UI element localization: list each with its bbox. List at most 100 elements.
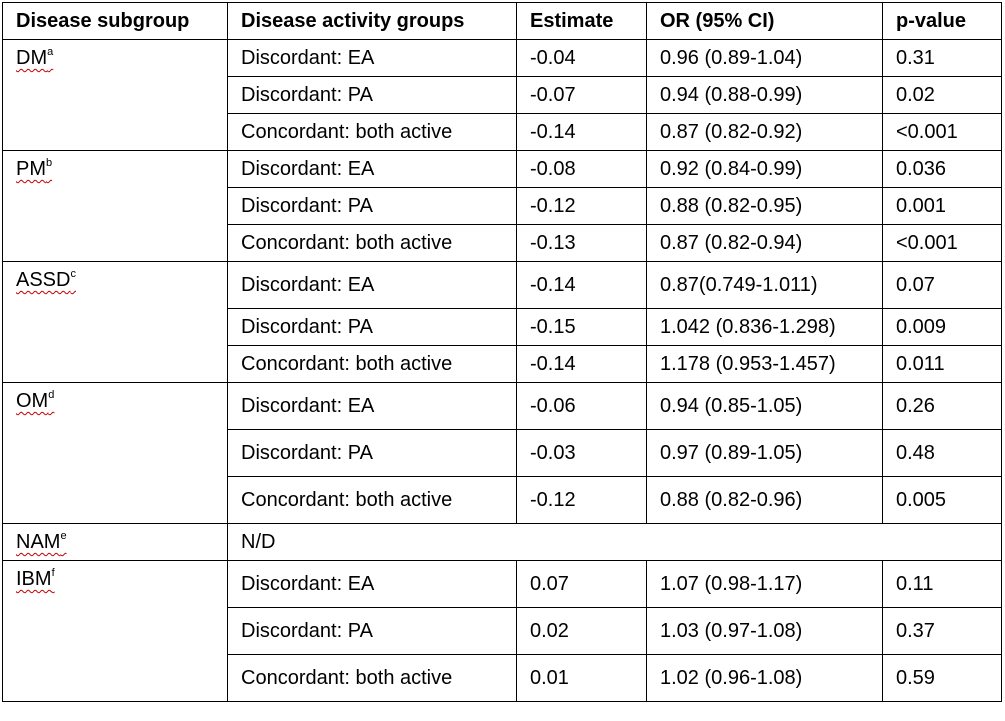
header-cell: Estimate bbox=[516, 2, 647, 40]
or-ci-cell: 0.87 (0.82-0.92) bbox=[646, 113, 883, 151]
footnote-marker: b bbox=[46, 157, 53, 169]
estimate-cell: -0.13 bbox=[516, 224, 647, 262]
estimate-cell: -0.14 bbox=[516, 113, 647, 151]
estimate-cell: -0.12 bbox=[516, 187, 647, 225]
p-value-cell: 0.011 bbox=[882, 345, 1002, 383]
table-row: ASSDc Discordant: EA -0.14 0.87(0.749-1.011… bbox=[2, 261, 1002, 383]
p-value-cell: 0.07 bbox=[882, 261, 1002, 309]
p-value-cell: 0.31 bbox=[882, 39, 1002, 77]
or-ci-cell: 0.94 (0.88-0.99) bbox=[646, 76, 883, 114]
table-row: IBMf Discordant: EA 0.07 1.07 (0.98-1.17) 0.… bbox=[2, 560, 1002, 702]
activity-group-cell: Discordant: EA bbox=[227, 39, 517, 77]
table-row: Concordant: both active -0.14 0.87 (0.82-0… bbox=[3, 113, 1002, 151]
or-ci-cell: 0.92 (0.84-0.99) bbox=[646, 150, 883, 188]
estimate-cell: -0.12 bbox=[516, 476, 647, 524]
table-row: PMb Discordant: EA -0.08 0.92 (0.84-0.99) 0.… bbox=[2, 150, 1002, 262]
table-row: DMa Discordant: EA -0.04 0.96 (0.89-1.04) 0.… bbox=[2, 39, 1002, 151]
activity-group-cell: Discordant: EA bbox=[227, 150, 517, 188]
header-cell: OR (95% CI) bbox=[646, 2, 883, 40]
p-value-cell: 0.59 bbox=[882, 654, 1002, 702]
activity-group-cell: Discordant: PA bbox=[227, 607, 517, 655]
disease-subgroup-cell: PMb bbox=[2, 150, 228, 262]
or-ci-cell: 1.02 (0.96-1.08) bbox=[646, 654, 883, 702]
p-value-cell: 0.37 bbox=[882, 607, 1002, 655]
or-ci-cell: 0.96 (0.89-1.04) bbox=[646, 39, 883, 77]
header-row: Disease subgroup Disease activity groups… bbox=[2, 2, 1002, 40]
table-row: Concordant: both active 0.01 1.02 (0.96-1.… bbox=[3, 654, 1002, 702]
or-ci-cell: 1.178 (0.953-1.457) bbox=[646, 345, 883, 383]
footnote-marker: c bbox=[70, 268, 76, 280]
header-cell: p-value bbox=[882, 2, 1002, 40]
estimate-cell: 0.07 bbox=[516, 560, 647, 608]
activity-group-cell: Concordant: both active bbox=[227, 113, 517, 151]
or-ci-cell: 0.88 (0.82-0.95) bbox=[646, 187, 883, 225]
or-ci-cell: 0.94 (0.85-1.05) bbox=[646, 382, 883, 430]
p-value-cell: <0.001 bbox=[882, 113, 1002, 151]
p-value-cell: 0.036 bbox=[882, 150, 1002, 188]
estimate-cell: 0.02 bbox=[516, 607, 647, 655]
or-ci-cell: 0.97 (0.89-1.05) bbox=[646, 429, 883, 477]
estimate-cell: -0.04 bbox=[516, 39, 647, 77]
or-ci-cell: 0.87(0.749-1.011) bbox=[646, 261, 883, 309]
p-value-cell: 0.005 bbox=[882, 476, 1002, 524]
p-value-cell: 0.11 bbox=[882, 560, 1002, 608]
activity-group-cell: Discordant: PA bbox=[227, 308, 517, 346]
estimate-cell: -0.14 bbox=[516, 345, 647, 383]
table-row: Discordant: PA -0.07 0.94 (0.88-0.99) 0.02 bbox=[3, 76, 1002, 114]
footnote-marker: a bbox=[47, 46, 54, 58]
activity-group-cell: Discordant: PA bbox=[227, 187, 517, 225]
p-value-cell: 0.009 bbox=[882, 308, 1002, 346]
subgroup-name: DMa bbox=[16, 46, 54, 70]
or-ci-cell: 0.88 (0.82-0.96) bbox=[646, 476, 883, 524]
estimate-cell: -0.14 bbox=[516, 261, 647, 309]
results-table: Disease subgroup Disease activity groups… bbox=[2, 2, 1002, 702]
disease-subgroup-cell: ASSDc bbox=[2, 261, 228, 383]
or-ci-cell: 1.03 (0.97-1.08) bbox=[646, 607, 883, 655]
estimate-cell: -0.15 bbox=[516, 308, 647, 346]
activity-group-cell: Discordant: EA bbox=[227, 560, 517, 608]
header-cell: Disease activity groups bbox=[227, 2, 517, 40]
footnote-marker: e bbox=[60, 530, 67, 542]
disease-subgroup-cell: DMa bbox=[2, 39, 228, 151]
table-row: OMd Discordant: EA -0.06 0.94 (0.85-1.05) 0.… bbox=[2, 382, 1002, 524]
footnote-marker: f bbox=[51, 567, 55, 579]
table-row: Concordant: both active -0.14 1.178 (0.953… bbox=[3, 345, 1002, 383]
disease-subgroup-cell: NAMe bbox=[2, 523, 228, 561]
estimate-cell: -0.08 bbox=[516, 150, 647, 188]
activity-group-cell: Discordant: PA bbox=[227, 429, 517, 477]
p-value-cell: 0.02 bbox=[882, 76, 1002, 114]
disease-subgroup-cell: IBMf bbox=[2, 560, 228, 702]
table-row: NAMe N/D bbox=[2, 523, 1002, 561]
activity-group-cell: Concordant: both active bbox=[227, 476, 517, 524]
not-determined-cell: N/D bbox=[227, 523, 1002, 561]
subgroup-name: IBMf bbox=[16, 567, 55, 591]
p-value-cell: <0.001 bbox=[882, 224, 1002, 262]
activity-group-cell: Discordant: PA bbox=[227, 76, 517, 114]
activity-group-cell: Concordant: both active bbox=[227, 224, 517, 262]
table-row: Concordant: both active -0.12 0.88 (0.82-0… bbox=[3, 476, 1002, 524]
p-value-cell: 0.26 bbox=[882, 382, 1002, 430]
p-value-cell: 0.48 bbox=[882, 429, 1002, 477]
table-row: Discordant: PA -0.12 0.88 (0.82-0.95) 0.001 bbox=[3, 187, 1002, 225]
or-ci-cell: 1.07 (0.98-1.17) bbox=[646, 560, 883, 608]
subgroup-name: PMb bbox=[16, 157, 53, 181]
estimate-cell: -0.03 bbox=[516, 429, 647, 477]
subgroup-name: NAMe bbox=[16, 530, 67, 554]
subgroup-name: OMd bbox=[16, 389, 55, 413]
estimate-cell: -0.07 bbox=[516, 76, 647, 114]
table-row: Discordant: PA -0.15 1.042 (0.836-1.298) 0.… bbox=[3, 308, 1002, 346]
activity-group-cell: Discordant: EA bbox=[227, 261, 517, 309]
subgroup-name: ASSDc bbox=[16, 268, 76, 292]
activity-group-cell: Concordant: both active bbox=[227, 345, 517, 383]
footnote-marker: d bbox=[48, 389, 55, 401]
header-cell: Disease subgroup bbox=[2, 2, 228, 40]
table-row: Discordant: PA -0.03 0.97 (0.89-1.05) 0.48 bbox=[3, 429, 1002, 477]
or-ci-cell: 1.042 (0.836-1.298) bbox=[646, 308, 883, 346]
disease-subgroup-cell: OMd bbox=[2, 382, 228, 524]
estimate-cell: -0.06 bbox=[516, 382, 647, 430]
estimate-cell: 0.01 bbox=[516, 654, 647, 702]
activity-group-cell: Discordant: EA bbox=[227, 382, 517, 430]
table-row: Concordant: both active -0.13 0.87 (0.82-0… bbox=[3, 224, 1002, 262]
p-value-cell: 0.001 bbox=[882, 187, 1002, 225]
or-ci-cell: 0.87 (0.82-0.94) bbox=[646, 224, 883, 262]
